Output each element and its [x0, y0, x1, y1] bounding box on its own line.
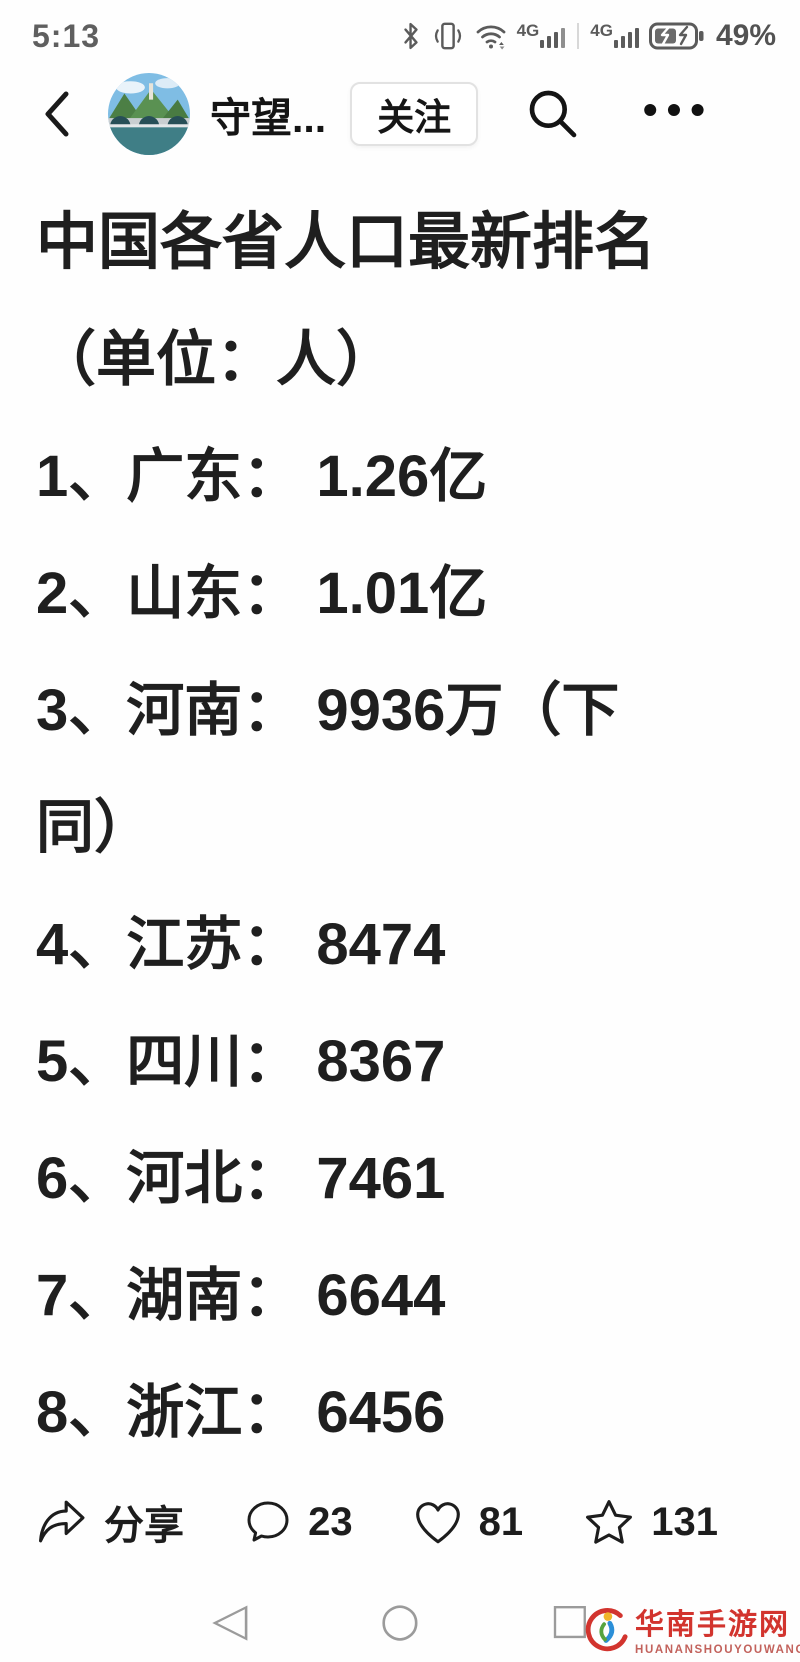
battery-charging-icon: [648, 21, 705, 51]
system-nav-bar: ◁ ○ □: [0, 1576, 800, 1662]
rank-item-1: 1、广东： 1.26亿: [36, 444, 488, 509]
app-header: 守望... 关注 •••: [0, 64, 800, 164]
clock-time: 5:13: [32, 17, 101, 54]
username[interactable]: 守望...: [210, 95, 327, 141]
watermark-logo-icon: [585, 1607, 628, 1651]
action-bar: 分享 23 81 131: [0, 1485, 800, 1559]
network-2: 4G: [590, 21, 640, 50]
rank-item-4: 4、江苏： 8474: [36, 912, 446, 977]
status-bar: 5:13 4G 4G 49%: [0, 0, 800, 58]
watermark-subtitle: HUANANSHOUYOUWANG: [635, 1644, 800, 1656]
chevron-left-icon: [45, 91, 69, 137]
search-icon: [529, 90, 577, 138]
watermark: 华南手游网 HUANANSHOUYOUWANG: [583, 1601, 800, 1656]
article-body: 中国各省人口最新排名 （单位：人） 1、广东： 1.26亿 2、山东： 1.01…: [0, 164, 800, 1471]
more-options-button[interactable]: •••: [643, 89, 714, 139]
avatar-landscape-image: [108, 73, 190, 155]
network-1: 4G: [516, 21, 567, 50]
comment-bubble-icon: [247, 1501, 289, 1542]
battery-percent: 49%: [715, 19, 776, 52]
follow-button[interactable]: 关注: [350, 82, 479, 146]
signal-bars-icon: [613, 28, 639, 48]
network-type-label: 4G: [516, 21, 540, 40]
search-button[interactable]: [525, 86, 581, 142]
status-divider: [577, 23, 580, 49]
article-subtitle: （单位：人）: [36, 326, 396, 393]
star-icon: [586, 1500, 633, 1544]
comment-button[interactable]: 23: [244, 1498, 353, 1546]
nav-home-icon[interactable]: ○: [376, 1596, 424, 1642]
rank-item-7: 7、湖南： 6644: [36, 1263, 446, 1328]
avatar[interactable]: [108, 73, 190, 155]
back-button[interactable]: [40, 90, 74, 138]
signal-bars-icon: [540, 28, 566, 48]
rank-item-6: 6、河北： 7461: [36, 1146, 446, 1211]
vibrate-icon: [431, 21, 465, 51]
share-icon: [38, 1500, 85, 1543]
favorite-button[interactable]: 131: [583, 1498, 718, 1546]
watermark-text: 华南手游网 HUANANSHOUYOUWANG: [635, 1601, 800, 1656]
share-button[interactable]: 分享: [36, 1493, 184, 1551]
rank-item-8: 8、浙江： 6456: [36, 1380, 446, 1445]
rank-item-5: 5、四川： 8367: [36, 1029, 446, 1094]
rank-item-2: 2、山东： 1.01亿: [36, 561, 488, 626]
wifi-icon: [474, 21, 508, 51]
nav-back-icon[interactable]: ◁: [206, 1596, 254, 1642]
status-icons: 4G 4G 49%: [400, 19, 776, 53]
network-type-label: 4G: [590, 21, 613, 40]
watermark-title: 华南手游网: [635, 1609, 791, 1641]
bluetooth-icon: [400, 21, 422, 51]
like-count: 81: [478, 1499, 524, 1544]
comment-count: 23: [308, 1499, 353, 1544]
article-title: 中国各省人口最新排名: [36, 208, 657, 277]
like-button[interactable]: 81: [413, 1499, 524, 1545]
favorite-count: 131: [651, 1499, 718, 1544]
share-label: 分享: [104, 1504, 184, 1548]
rank-item-3: 3、河南： 9936万（下 同）: [36, 678, 620, 860]
heart-icon: [415, 1502, 460, 1544]
nav-recents-icon[interactable]: □: [546, 1598, 594, 1640]
